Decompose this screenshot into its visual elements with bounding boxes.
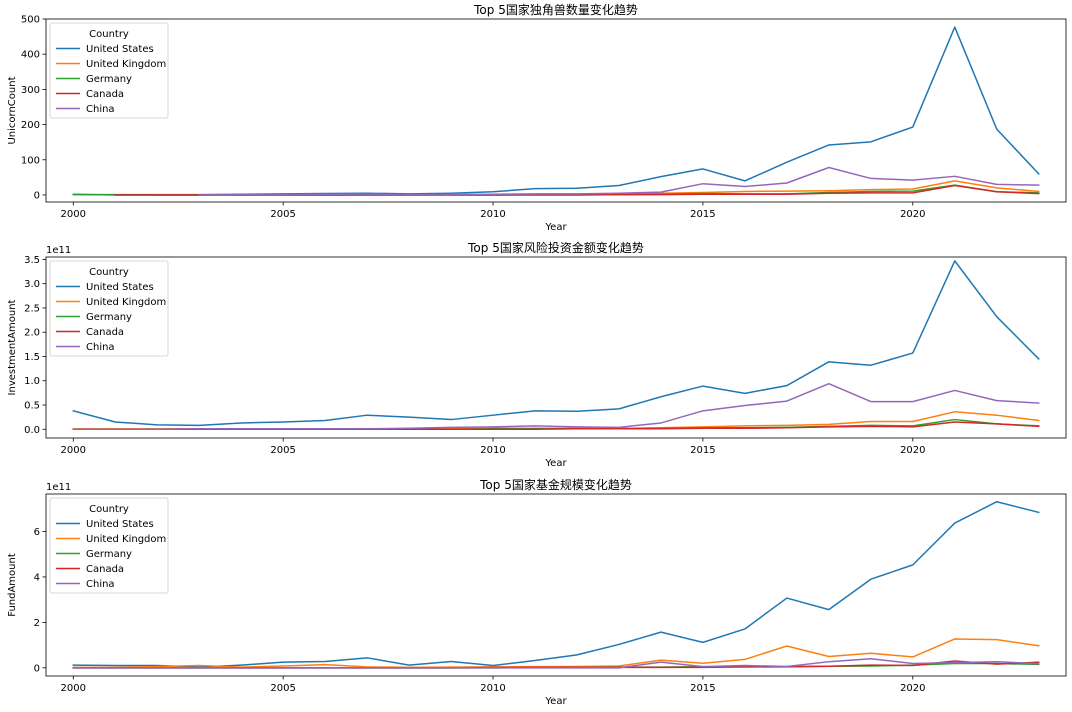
chart-panel-3: 2000 2005 2010 2015 2020 0 2 4 6 1e11 Top 5国家基金规模变…	[7, 477, 1067, 707]
chart-title: Top 5国家风险投资金额变化趋势	[467, 240, 644, 255]
plot-frame	[45, 493, 1067, 677]
y-tick-label: 1.0	[24, 376, 40, 387]
series-line-china	[198, 166, 1040, 196]
x-tick-label: 2010	[480, 209, 505, 220]
y-axis-label: UnicornCount	[7, 76, 18, 144]
x-axis-label: Year	[544, 696, 567, 707]
chart-title: Top 5国家基金规模变化趋势	[479, 477, 632, 492]
y-tick-label: 2.0	[24, 328, 40, 339]
x-tick-label: 2020	[900, 445, 925, 456]
x-tick-label: 2000	[61, 683, 86, 694]
legend-entry: United States	[86, 282, 154, 293]
legend-entry: United States	[86, 44, 154, 55]
x-tick-label: 2005	[270, 209, 295, 220]
y-offset-text: 1e11	[46, 482, 71, 493]
y-tick-label: 2	[34, 618, 40, 629]
y-tick-label: 0.5	[24, 401, 40, 412]
series-line-china	[72, 657, 1040, 669]
x-tick-label: 2005	[270, 445, 295, 456]
y-tick-label: 2.5	[24, 303, 40, 314]
y-tick-label: 100	[21, 155, 40, 166]
y-tick-label: 400	[21, 50, 40, 61]
chart-panel-2: 2000 2005 2010 2015 2020 0.0 0.5 1.0 1.5 2.0 2.5 3.…	[7, 240, 1067, 469]
legend-entry: China	[86, 342, 115, 353]
x-tick-label: 2020	[900, 209, 925, 220]
legend-entry: Canada	[86, 564, 124, 575]
legend: Country United States United Kingdom German…	[49, 260, 169, 357]
series-line-united-states	[72, 500, 1040, 668]
legend-title: Country	[89, 29, 129, 40]
y-axis-label: InvestmentAmount	[7, 299, 18, 395]
chart-title: Top 5国家独角兽数量变化趋势	[473, 2, 638, 17]
series-line-united-kingdom	[72, 638, 1040, 669]
legend-entry: Canada	[86, 89, 124, 100]
series-line-united-states	[72, 26, 1040, 196]
plot-frame	[45, 256, 1067, 439]
y-tick-label: 0	[34, 190, 40, 201]
x-tick-label: 2005	[270, 683, 295, 694]
y-offset-text: 1e11	[46, 245, 71, 256]
series-group	[72, 26, 1040, 196]
plot-frame	[45, 18, 1067, 203]
y-tick-label: 4	[34, 572, 40, 583]
y-tick-label: 0.0	[24, 425, 40, 436]
y-tick-label: 3.0	[24, 279, 40, 290]
legend: Country United States United Kingdom German…	[49, 22, 169, 119]
series-line-united-states	[72, 260, 1040, 427]
legend-entry: Germany	[86, 74, 132, 85]
series-group	[72, 260, 1040, 431]
y-tick-label: 300	[21, 85, 40, 96]
x-axis-label: Year	[544, 222, 567, 233]
legend-entry: United Kingdom	[86, 297, 166, 308]
x-tick-label: 2000	[61, 209, 86, 220]
legend-title: Country	[89, 504, 129, 515]
legend-entry: China	[86, 104, 115, 115]
x-tick-label: 2000	[61, 445, 86, 456]
x-tick-label: 2010	[480, 683, 505, 694]
legend-title: Country	[89, 267, 129, 278]
x-tick-label: 2010	[480, 445, 505, 456]
x-axis-label: Year	[544, 458, 567, 469]
y-tick-label: 3.5	[24, 255, 40, 266]
y-tick-label: 1.5	[24, 352, 40, 363]
chart-panel-1: 2000 2005 2010 2015 2020 0 100 200 300 400 500 Top …	[7, 2, 1067, 233]
legend-entry: United Kingdom	[86, 534, 166, 545]
x-tick-label: 2015	[690, 209, 715, 220]
legend-entry: Germany	[86, 312, 132, 323]
y-tick-label: 200	[21, 120, 40, 131]
y-tick-label: 0	[34, 663, 40, 674]
legend-entry: China	[86, 579, 115, 590]
legend-entry: United Kingdom	[86, 59, 166, 70]
y-tick-label: 500	[21, 15, 40, 26]
x-tick-label: 2020	[900, 683, 925, 694]
legend-entry: Canada	[86, 327, 124, 338]
series-group	[72, 500, 1040, 669]
legend-entry: Germany	[86, 549, 132, 560]
y-tick-label: 6	[34, 527, 40, 538]
legend-entry: United States	[86, 519, 154, 530]
legend: Country United States United Kingdom German…	[49, 497, 169, 594]
x-tick-label: 2015	[690, 445, 715, 456]
y-axis-label: FundAmount	[7, 553, 18, 617]
series-line-china	[72, 382, 1040, 431]
x-tick-label: 2015	[690, 683, 715, 694]
